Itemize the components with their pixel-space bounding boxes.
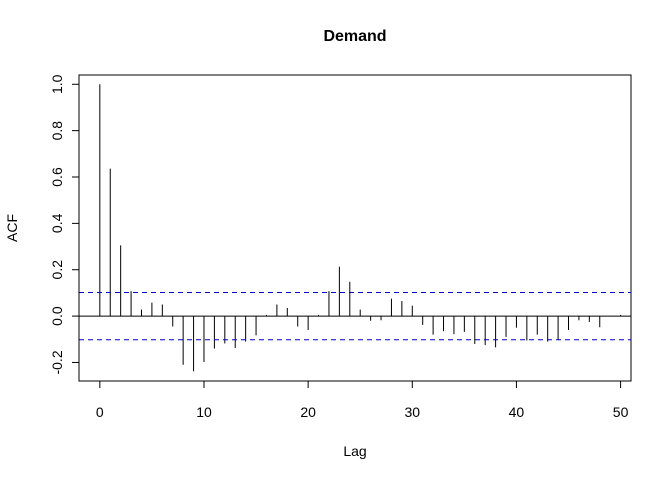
acf-bars bbox=[99, 84, 622, 372]
x-axis-label: Lag bbox=[343, 443, 366, 459]
y-tick-label: 1.0 bbox=[49, 74, 65, 94]
y-tick-label: 0.8 bbox=[49, 121, 65, 141]
y-axis-label: ACF bbox=[4, 214, 20, 242]
y-tick-label: 0.4 bbox=[49, 213, 65, 233]
y-tick-label: 0.6 bbox=[49, 167, 65, 187]
x-tick-label: 20 bbox=[300, 404, 316, 420]
chart-title: Demand bbox=[323, 28, 386, 45]
x-tick-label: 0 bbox=[96, 404, 104, 420]
x-tick-label: 30 bbox=[404, 404, 420, 420]
x-axis: 0 10 20 30 40 50 bbox=[96, 380, 629, 420]
y-tick-label: -0.2 bbox=[49, 350, 65, 374]
x-tick-label: 40 bbox=[509, 404, 525, 420]
plot-frame bbox=[78, 74, 632, 382]
x-tick-label: 50 bbox=[613, 404, 629, 420]
x-tick-label: 10 bbox=[196, 404, 212, 420]
y-tick-label: 0.0 bbox=[49, 306, 65, 326]
y-axis: -0.2 0.0 0.2 0.4 0.6 0.8 1.0 bbox=[49, 74, 80, 375]
y-tick-label: 0.2 bbox=[49, 260, 65, 280]
